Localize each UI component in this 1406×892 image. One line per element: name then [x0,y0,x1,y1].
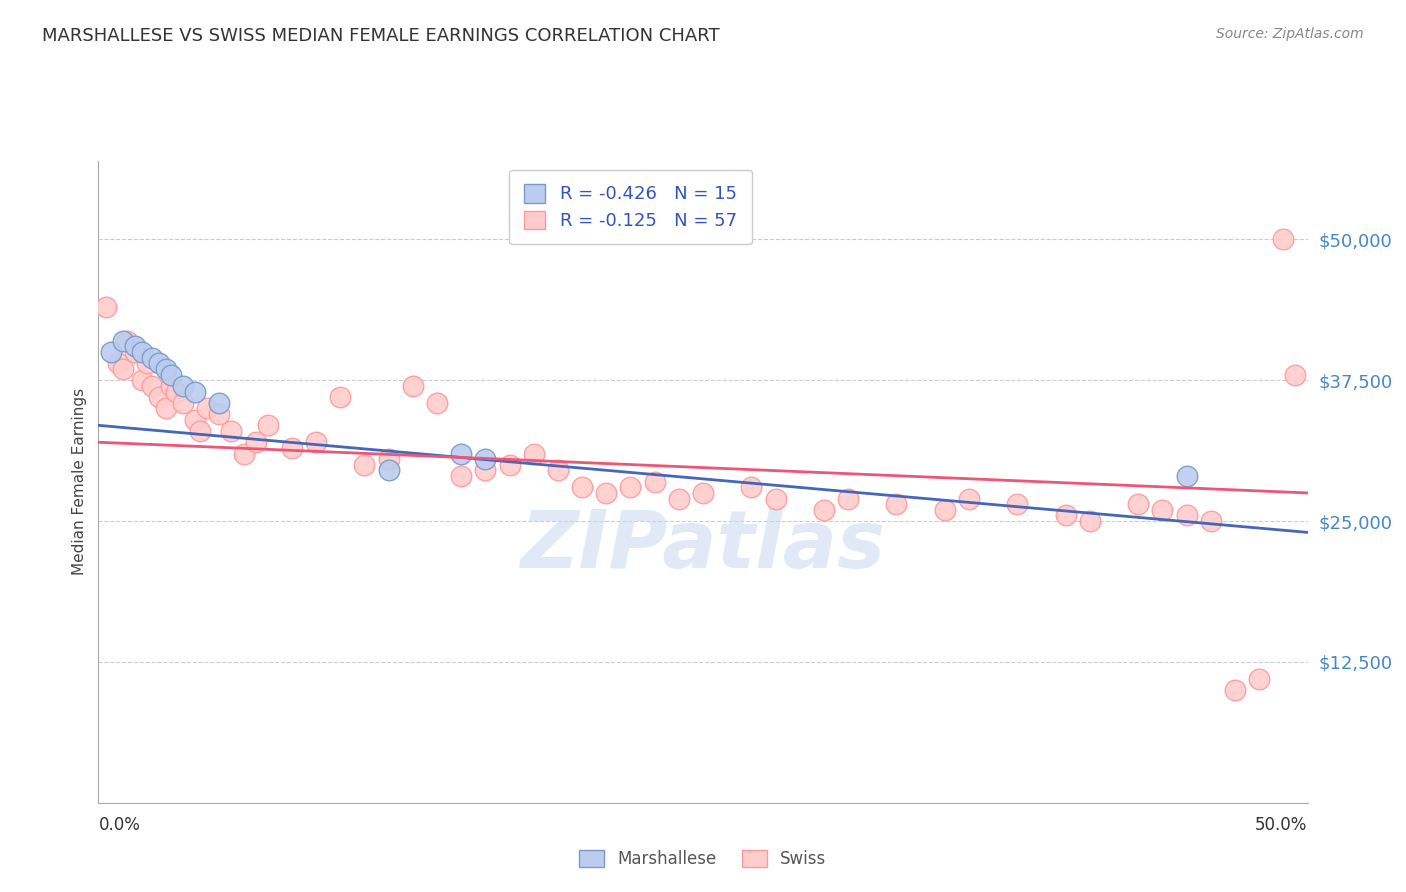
Point [100,345,122,359]
Point [523,446,546,460]
Point [1152,503,1174,517]
Point [474,463,496,477]
Point [208,396,231,410]
Point [124,345,146,359]
Point [547,463,569,477]
Point [765,491,787,506]
Point [1249,672,1271,686]
Text: MARSHALLESE VS SWISS MEDIAN FEMALE EARNINGS CORRELATION CHART: MARSHALLESE VS SWISS MEDIAN FEMALE EARNI… [42,27,720,45]
Y-axis label: Median Female Earnings: Median Female Earnings [72,388,87,575]
Point [668,491,690,506]
Point [474,452,496,467]
Point [1175,469,1198,483]
Text: ZIPatlas: ZIPatlas [520,507,886,585]
Point [160,368,183,382]
Point [131,373,153,387]
Point [934,503,956,517]
Point [111,362,134,376]
Point [188,424,211,438]
Point [245,435,267,450]
Point [426,396,449,410]
Point [813,503,835,517]
Point [1284,368,1306,382]
Point [111,334,134,348]
Point [1078,514,1101,528]
Point [957,491,980,506]
Point [1199,514,1222,528]
Point [450,469,472,483]
Point [644,475,666,489]
Text: Source: ZipAtlas.com: Source: ZipAtlas.com [1216,27,1364,41]
Point [131,345,153,359]
Point [571,480,593,494]
Point [124,339,146,353]
Point [1272,232,1295,246]
Point [1175,508,1198,523]
Point [256,418,278,433]
Legend: Marshallese, Swiss: Marshallese, Swiss [572,843,834,875]
Point [692,486,714,500]
Point [135,356,157,370]
Point [155,401,177,416]
Point [619,480,641,494]
Point [148,356,170,370]
Point [886,497,908,511]
Point [148,390,170,404]
Point [184,413,207,427]
Point [1054,508,1077,523]
Point [377,463,399,477]
Point [1007,497,1029,511]
Point [94,300,117,314]
Point [281,441,304,455]
Point [117,334,139,348]
Point [837,491,859,506]
Point [740,480,762,494]
Point [141,379,163,393]
Point [377,452,399,467]
Point [329,390,352,404]
Point [155,362,177,376]
Text: 50.0%: 50.0% [1256,816,1308,834]
Point [232,446,254,460]
Point [160,379,183,393]
Point [208,407,231,421]
Point [172,379,194,393]
Point [172,396,194,410]
Point [305,435,328,450]
Point [498,458,520,472]
Point [165,384,187,399]
Point [595,486,617,500]
Text: 0.0%: 0.0% [98,816,141,834]
Point [353,458,375,472]
Point [450,446,472,460]
Point [1128,497,1150,511]
Point [221,424,243,438]
Point [402,379,425,393]
Point [1223,683,1246,698]
Point [141,351,163,365]
Point [107,356,129,370]
Point [184,384,207,399]
Legend: R = -0.426   N = 15, R = -0.125   N = 57: R = -0.426 N = 15, R = -0.125 N = 57 [509,169,752,244]
Point [195,401,218,416]
